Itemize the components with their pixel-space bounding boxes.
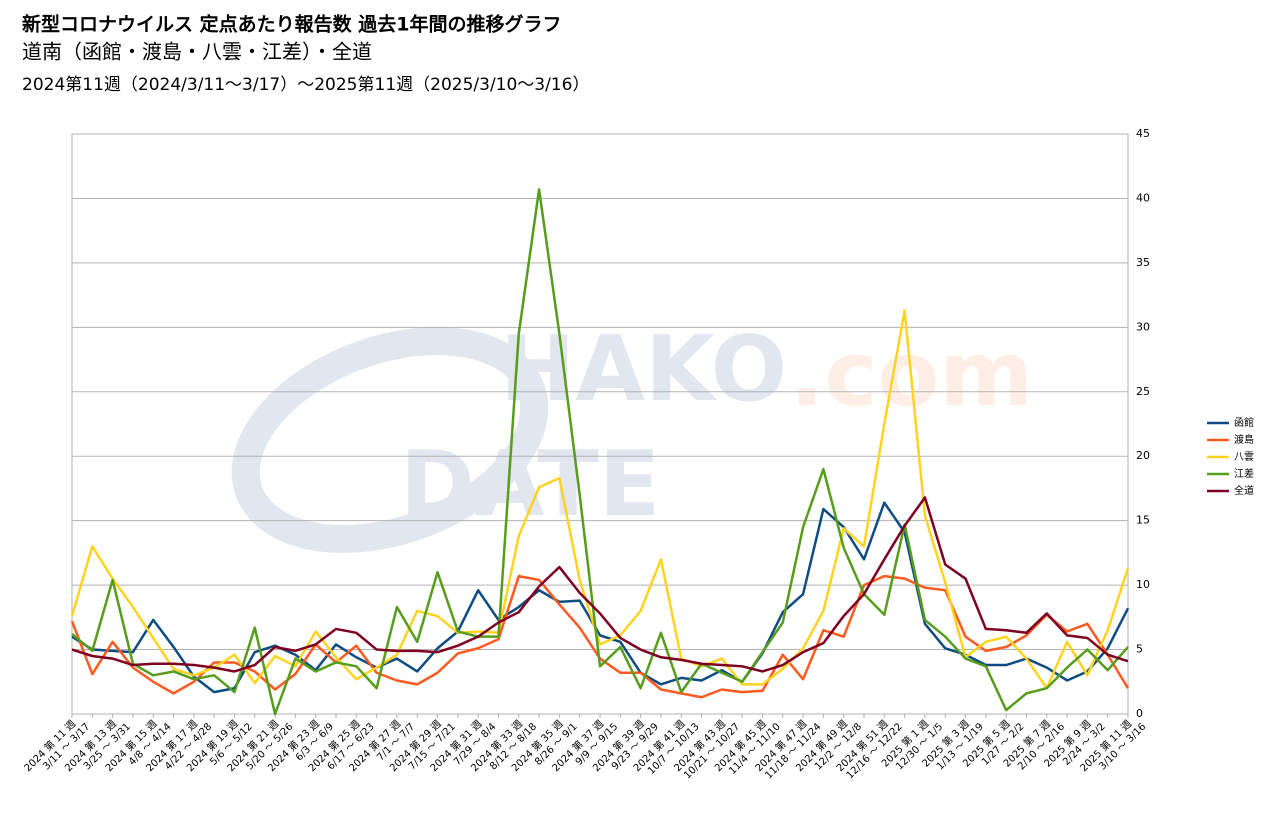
y-tick-label: 15 bbox=[1136, 514, 1150, 527]
y-tick-label: 0 bbox=[1136, 707, 1143, 720]
chart-title: 新型コロナウイルス 定点あたり報告数 過去1年間の推移グラフ bbox=[22, 13, 561, 36]
y-tick-label: 10 bbox=[1136, 578, 1150, 591]
y-tick-label: 40 bbox=[1136, 191, 1150, 204]
watermark: HAKO .com DATE bbox=[231, 317, 1033, 553]
legend-label: 全道 bbox=[1234, 484, 1254, 497]
watermark-text: HAKO bbox=[500, 317, 787, 422]
y-tick-label: 20 bbox=[1136, 449, 1150, 462]
series-line bbox=[70, 309, 1130, 690]
series-line bbox=[71, 496, 1129, 673]
period: 2024第11週（2024/3/11～3/17）～2025第11週（2025/3… bbox=[22, 75, 589, 95]
y-tick-label: 25 bbox=[1136, 385, 1150, 398]
y-tick-label: 35 bbox=[1136, 256, 1150, 269]
legend-label: 函館 bbox=[1234, 416, 1254, 429]
y-tick-label: 5 bbox=[1136, 643, 1143, 656]
y-tick-label: 30 bbox=[1136, 320, 1150, 333]
series-line bbox=[71, 501, 1130, 694]
legend-label: 渡島 bbox=[1234, 433, 1254, 446]
chart-subtitle: 道南（函館・渡島・八雲・江差）・全道 bbox=[22, 40, 372, 64]
y-tick-label: 45 bbox=[1136, 127, 1150, 140]
legend-label: 江差 bbox=[1234, 467, 1254, 480]
series-line bbox=[71, 188, 1129, 716]
watermark-text: DATE bbox=[400, 432, 660, 537]
legend-label: 八雲 bbox=[1234, 451, 1254, 463]
watermark-logo bbox=[231, 327, 549, 553]
